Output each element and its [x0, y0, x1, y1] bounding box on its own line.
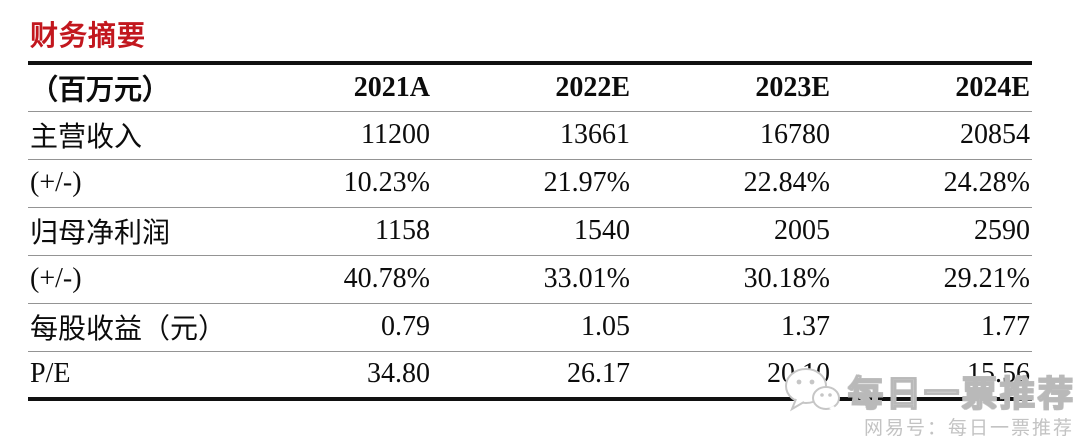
row-label: 每股收益（元） — [28, 303, 232, 352]
cell-value: 33.01% — [432, 255, 632, 304]
unit-header: （百万元） — [28, 63, 232, 112]
cell-value: 2005 — [632, 207, 832, 256]
row-label: (+/-) — [28, 255, 232, 304]
cell-value: 22.84% — [632, 159, 832, 208]
cell-value: 20.10 — [767, 358, 830, 390]
table-row: 主营收入 11200 13661 16780 20854 — [28, 111, 1032, 160]
cell-value: 1.77 — [832, 303, 1032, 352]
cell-value: 10.23% — [232, 159, 432, 208]
cell-value: 1.37 — [632, 303, 832, 352]
table-row: 每股收益（元） 0.79 1.05 1.37 1.77 — [28, 303, 1032, 352]
cell-value: 26.17 — [567, 358, 630, 390]
table-row: (+/-) 10.23% 21.97% 22.84% 24.28% — [28, 159, 1032, 208]
row-label: P/E — [30, 358, 71, 390]
cell-value: 2590 — [832, 207, 1032, 256]
table-row: 归母净利润 1158 1540 2005 2590 — [28, 207, 1032, 256]
row-label: (+/-) — [28, 159, 232, 208]
cell-value: 13661 — [432, 111, 632, 160]
table-row: P/E 34.80 26.17 20.10 15.56 — [28, 351, 1032, 399]
cell-value: 15.56 — [967, 358, 1030, 390]
table-row: (+/-) 40.78% 33.01% 30.18% 29.21% — [28, 255, 1032, 304]
cell-value: 30.18% — [632, 255, 832, 304]
cell-value: 1158 — [232, 207, 432, 256]
watermark-sub-text: 网易号：每日一票推荐 — [863, 418, 1074, 439]
cell-value: 11200 — [232, 111, 432, 160]
financial-summary-table: （百万元） 2021A 2022E 2023E 2024E 主营收入 11200 1… — [28, 61, 1032, 401]
cell-value: 1.05 — [432, 303, 632, 352]
column-header-2023e: 2023E — [632, 63, 832, 112]
column-header-2022e: 2022E — [432, 63, 632, 112]
cell-value: 21.97% — [432, 159, 632, 208]
cell-value: 20854 — [832, 111, 1032, 160]
cell-value: 29.21% — [832, 255, 1032, 304]
cell-value: 40.78% — [232, 255, 432, 304]
column-header-2021a: 2021A — [232, 63, 432, 112]
cell-value: 24.28% — [832, 159, 1032, 208]
page-title: 财务摘要 — [30, 20, 147, 51]
cell-value: 34.80 — [367, 358, 430, 390]
table-header-row: （百万元） 2021A 2022E 2023E 2024E — [28, 63, 1032, 112]
cell-value: 16780 — [632, 111, 832, 160]
cell-value: 0.79 — [232, 303, 432, 352]
row-label: 主营收入 — [28, 111, 232, 160]
cell-value: 1540 — [432, 207, 632, 256]
table-body: 主营收入 11200 13661 16780 20854 (+/-) 10.23% 21.97… — [28, 111, 1032, 399]
column-header-2024e: 2024E — [832, 63, 1032, 112]
row-label: 归母净利润 — [28, 207, 232, 256]
